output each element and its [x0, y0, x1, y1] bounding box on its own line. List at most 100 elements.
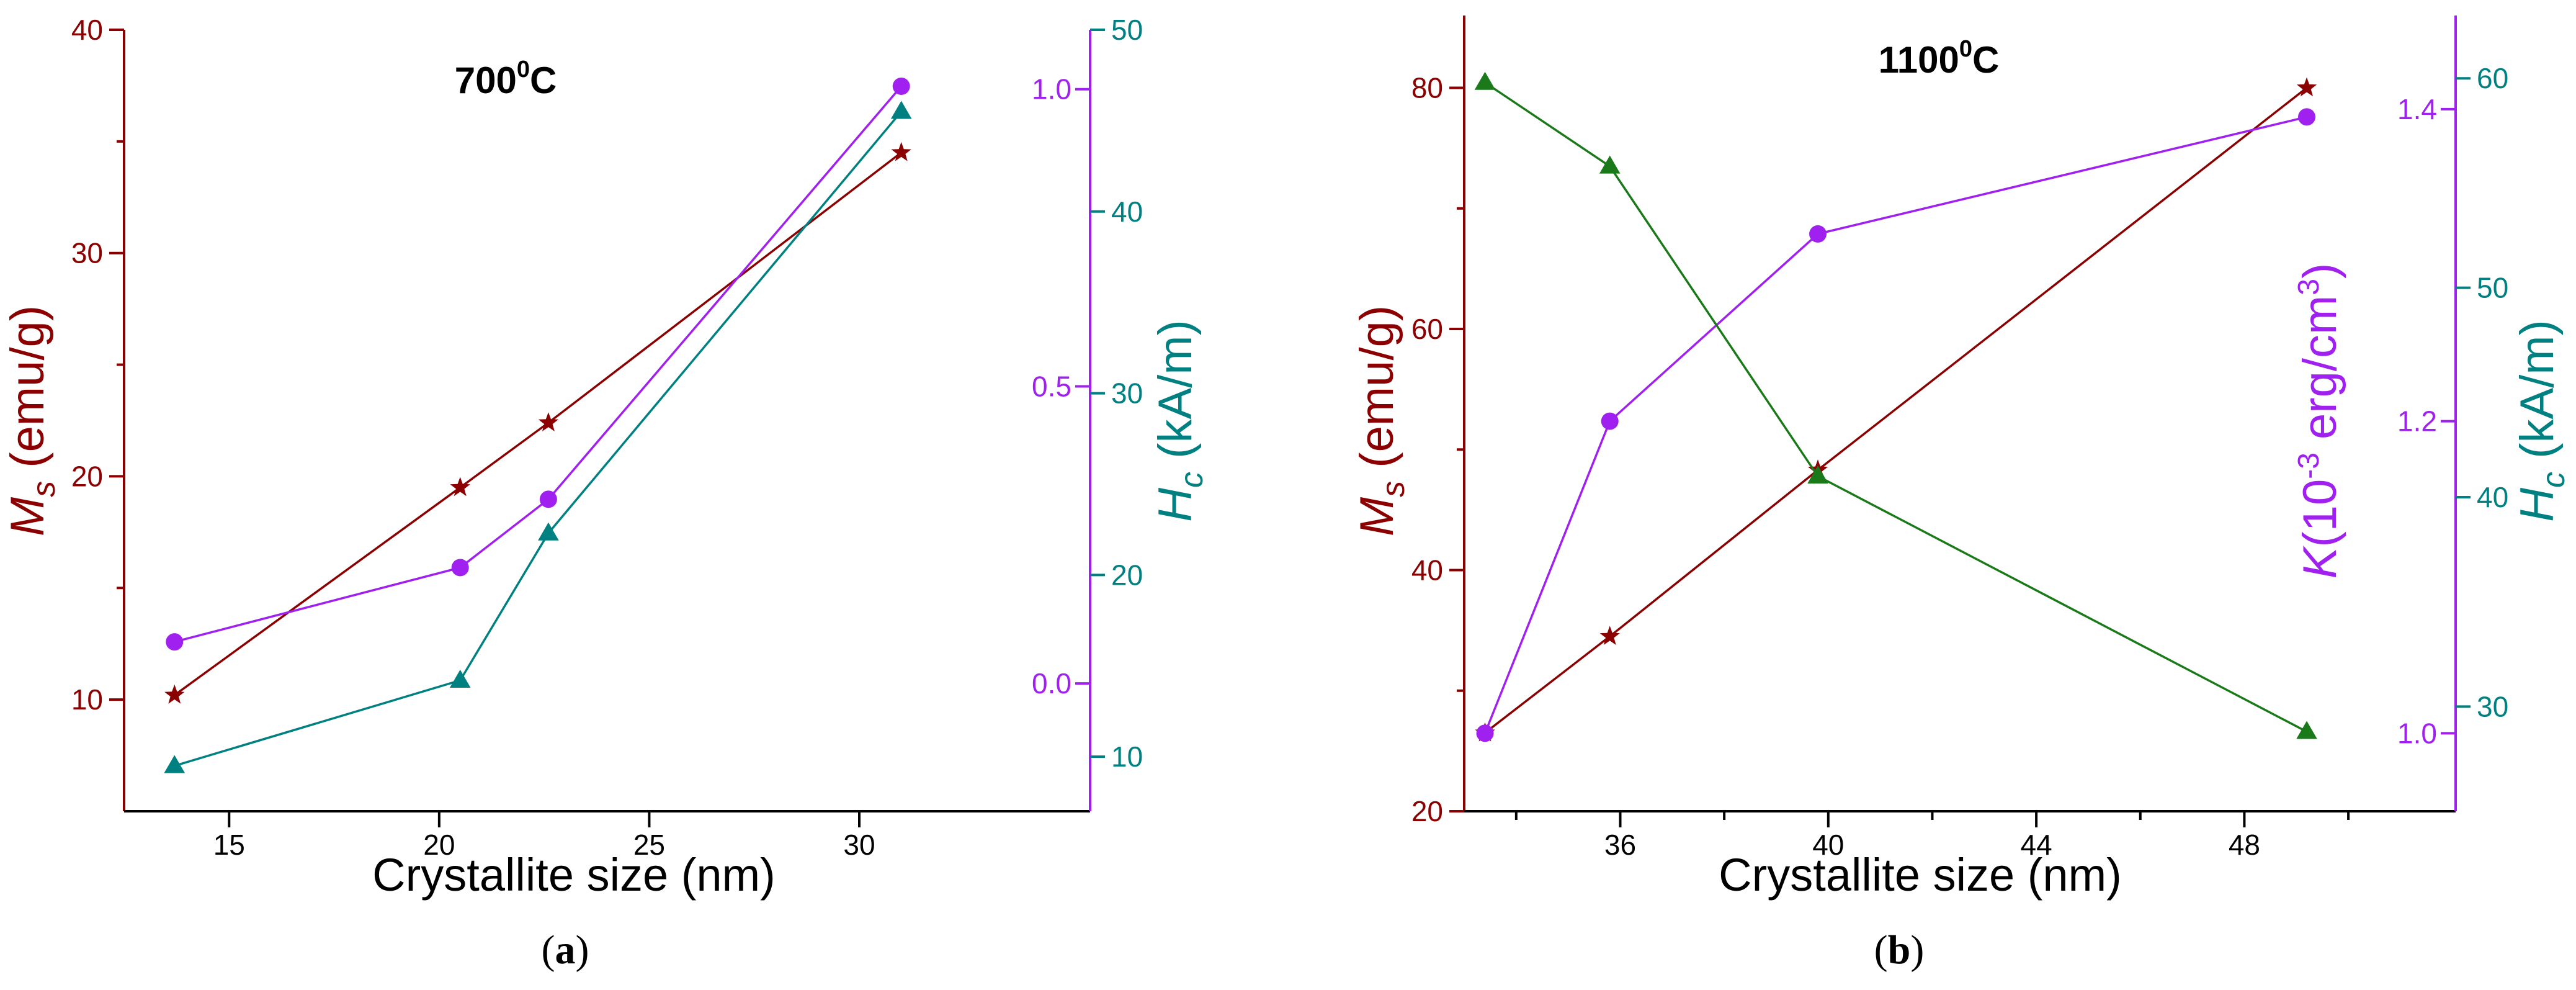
ms-label-sub: s	[1375, 481, 1411, 497]
hc-axis-label: Hc (kA/m)	[2511, 320, 2572, 522]
hc-tick-label: 50	[2477, 272, 2508, 304]
chart-panel-a: 15 20 25 30102030400.00.51.010203040507000C…	[1, 14, 1210, 973]
series-line-k	[1483, 115, 2307, 734]
ms-star-point	[2296, 77, 2317, 97]
x-tick-label: 30	[843, 829, 875, 861]
hc-tick-label: 30	[2477, 690, 2508, 722]
x-axis-label: Crystallite size (nm)	[1719, 849, 2122, 901]
panel-title-main: 700	[455, 60, 517, 101]
hc-triangle-point	[449, 669, 471, 688]
hc-triangle-point	[1599, 155, 1621, 174]
panel-title: 11000C	[1879, 36, 2000, 81]
ms-star-point	[538, 412, 559, 431]
hc-label-tail: (kA/m)	[2511, 320, 2564, 472]
ms-label-main: M	[1, 497, 54, 536]
series-line-ms	[1484, 87, 2308, 734]
ms-axis-label: Ms (emu/g)	[1351, 305, 1411, 536]
ms-tick-label: 40	[1411, 554, 1443, 587]
ms-star-point	[891, 142, 911, 161]
series-line-k	[174, 85, 903, 643]
series-line-hc	[174, 110, 903, 767]
k-label-sup2: 3	[2292, 279, 2325, 295]
hc-tick-label: 40	[2477, 481, 2508, 513]
x-tick-label: 36	[1604, 829, 1636, 861]
series-line-hc	[1484, 81, 2307, 733]
panel-title-tail: C	[530, 60, 557, 101]
ms-star-point	[164, 684, 185, 704]
hc-triangle-point	[890, 101, 912, 119]
panel-title-sup: 0	[1959, 36, 1972, 62]
k-circle-point	[451, 559, 469, 577]
panel-label-close: )	[576, 927, 589, 973]
hc-tick-label: 10	[1111, 740, 1143, 773]
hc-label-sub: c	[1174, 472, 1210, 488]
panel-title: 7000C	[455, 56, 557, 101]
k-circle-point	[539, 490, 557, 508]
hc-label-sub: c	[2536, 472, 2572, 488]
hc-triangle-point	[2296, 721, 2317, 739]
hc-triangle-point	[538, 522, 559, 541]
hc-triangle-point	[1474, 71, 1496, 90]
panel-label: (b)	[1874, 927, 1925, 973]
hc-label-main: H	[2511, 488, 2564, 522]
ms-tick-label: 20	[1411, 795, 1443, 827]
x-tick-label: 44	[2021, 829, 2052, 861]
panel-title-sup: 0	[517, 56, 530, 83]
ms-tick-label: 30	[71, 237, 103, 269]
hc-tick-label: 20	[1111, 559, 1143, 591]
k-circle-point	[1601, 412, 1619, 430]
hc-label-tail: (kA/m)	[1149, 320, 1202, 472]
k-tick-label: 1.4	[2397, 93, 2437, 125]
x-tick-label: 20	[423, 829, 455, 861]
hc-tick-label: 30	[1111, 377, 1143, 410]
k-tick-label: 0.0	[1032, 667, 1071, 700]
hc-axis-label: Hc (kA/m)	[1149, 320, 1210, 522]
x-tick-label: 25	[633, 829, 665, 861]
hc-tick-label: 50	[1111, 14, 1143, 46]
k-label-sup: -3	[2292, 452, 2325, 479]
k-circle-point	[892, 77, 910, 95]
k-tick-label: 1.0	[1032, 73, 1071, 106]
k-label-close: )	[2294, 263, 2346, 279]
hc-tick-label: 40	[1111, 196, 1143, 228]
k-tick-label: 1.0	[2397, 717, 2437, 749]
ms-star-point	[450, 477, 470, 497]
panel-label-close: )	[1910, 927, 1924, 973]
ms-label-main: M	[1351, 497, 1403, 536]
x-tick-label: 48	[2229, 829, 2260, 861]
hc-triangle-point	[164, 755, 186, 773]
k-label-unit: erg/cm	[2294, 295, 2346, 452]
panel-label-letter: a	[555, 927, 576, 973]
k-circle-point	[1476, 724, 1494, 742]
k-label-open: (10	[2294, 479, 2346, 547]
k-tick-label: 1.2	[2397, 405, 2437, 438]
k-circle-point	[2298, 108, 2316, 126]
ms-label-tail: (emu/g)	[1, 305, 54, 481]
panel-label-open: (	[542, 927, 555, 973]
series-line-ms	[174, 151, 902, 696]
k-tick-label: 0.5	[1032, 370, 1071, 402]
panel-label-open: (	[1874, 927, 1888, 973]
ms-axis-label: Ms (emu/g)	[1, 305, 62, 536]
ms-tick-label: 60	[1411, 313, 1443, 345]
k-circle-point	[166, 633, 184, 651]
ms-star-point	[1599, 626, 1620, 646]
x-axis-label: Crystallite size (nm)	[372, 849, 776, 901]
ms-label-sub: s	[26, 481, 62, 497]
k-circle-point	[1809, 225, 1827, 243]
panel-title-main: 1100	[1879, 39, 1959, 81]
ms-tick-label: 10	[71, 683, 103, 716]
hc-tick-label: 60	[2477, 62, 2508, 94]
hc-triangle-point	[1807, 465, 1828, 484]
ms-label-tail: (emu/g)	[1351, 305, 1403, 481]
k-axis-label: K(10-3 erg/cm3)	[2292, 263, 2346, 579]
hc-label-main: H	[1149, 488, 1202, 522]
ms-tick-label: 20	[71, 460, 103, 492]
chart-panel-b: 36 40 44 48204060801.01.21.43040506011000CC…	[1351, 16, 2572, 973]
ms-tick-label: 40	[71, 14, 103, 46]
panel-label: (a)	[542, 927, 589, 973]
x-tick-label: 40	[1812, 829, 1844, 861]
x-tick-label: 15	[213, 829, 245, 861]
